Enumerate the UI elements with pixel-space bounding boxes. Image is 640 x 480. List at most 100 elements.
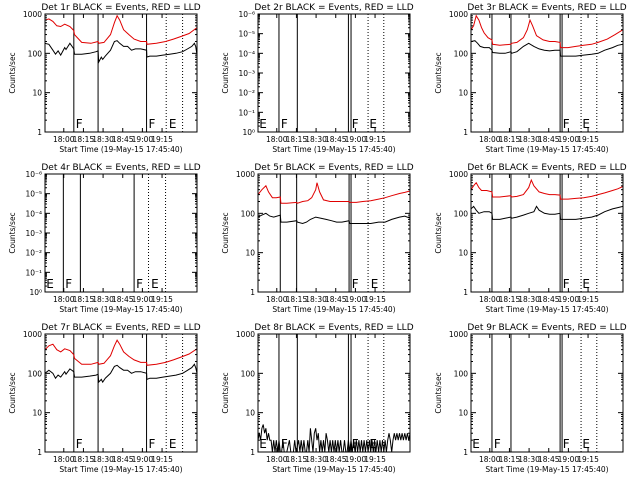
panel-title: Det 9r BLACK = Events, RED = LLD (467, 323, 626, 333)
x-axis-label: Start Time (19-May-15 17:45:40) (59, 305, 182, 314)
x-tick-label: 18:15 (286, 295, 308, 304)
y-tick-label: 10 (458, 89, 468, 98)
y-axis-label: Counts/sec (221, 52, 230, 93)
x-axis-label: Start Time (19-May-15 17:45:40) (272, 145, 395, 154)
events-series-line (258, 212, 410, 225)
event-flag-label: E (259, 437, 267, 451)
event-flag-label: F (76, 437, 83, 451)
y-tick-label: 10⁻¹ (25, 268, 42, 277)
plot-frame (44, 13, 198, 133)
y-tick-label: 10 (245, 409, 255, 418)
x-tick-label: 18:45 (112, 135, 134, 144)
x-tick-label: 18:00 (266, 135, 288, 144)
event-flag-label: F (149, 117, 156, 131)
plot-frame (470, 173, 624, 293)
plot-frame (257, 13, 411, 133)
y-tick-label: 100 (241, 209, 256, 218)
x-tick-label: 18:15 (73, 455, 95, 464)
events-series-line (471, 205, 623, 220)
event-flag-label: F (352, 277, 359, 291)
event-flag-label: E (169, 437, 177, 451)
y-tick-label: 1000 (23, 10, 42, 19)
panel-title: Det 8r BLACK = Events, RED = LLD (254, 323, 413, 333)
y-tick-label: 1 (250, 288, 255, 297)
lld-series-line (258, 182, 410, 204)
plot-frame (257, 333, 411, 453)
events-series-line (45, 40, 197, 64)
y-tick-label: 100 (28, 49, 43, 58)
x-tick-label: 18:15 (499, 295, 521, 304)
event-flag-label: E (582, 277, 590, 291)
event-flag-label: E (582, 117, 590, 131)
y-tick-label: 1 (37, 128, 42, 137)
event-flag-label: F (149, 437, 156, 451)
panel-title: Det 1r BLACK = Events, RED = LLD (41, 3, 200, 13)
plot-frame (470, 333, 624, 453)
x-tick-label: 19:15 (577, 295, 599, 304)
x-tick-label: 18:15 (286, 135, 308, 144)
y-tick-label: 10⁻³ (25, 229, 42, 238)
panel-title: Det 7r BLACK = Events, RED = LLD (41, 323, 200, 333)
y-tick-label: 10 (32, 89, 42, 98)
panel-title: Det 5r BLACK = Events, RED = LLD (254, 163, 413, 173)
x-tick-label: 18:30 (305, 295, 327, 304)
event-flag-label: E (472, 437, 480, 451)
x-tick-label: 19:00 (558, 455, 580, 464)
x-tick-label: 18:45 (325, 135, 347, 144)
y-tick-label: 10⁰ (29, 288, 42, 297)
event-flag-label: F (65, 277, 72, 291)
x-tick-label: 18:45 (538, 455, 560, 464)
x-tick-label: 18:45 (112, 295, 134, 304)
y-tick-label: 1 (463, 288, 468, 297)
x-tick-label: 19:15 (151, 135, 173, 144)
event-flag-label: F (563, 277, 570, 291)
y-tick-label: 10⁻³ (238, 69, 255, 78)
x-tick-label: 18:30 (518, 135, 540, 144)
x-tick-label: 19:00 (345, 135, 367, 144)
y-tick-label: 10 (458, 249, 468, 258)
y-tick-label: 1 (250, 448, 255, 457)
y-tick-label: 1000 (23, 330, 42, 339)
plot-frame (44, 333, 198, 453)
event-flag-label: F (352, 437, 359, 451)
y-tick-label: 10⁻⁶ (238, 10, 255, 19)
events-series-line (45, 363, 197, 384)
y-tick-label: 1000 (236, 170, 255, 179)
x-tick-label: 18:15 (73, 295, 95, 304)
x-tick-label: 19:15 (151, 295, 173, 304)
x-tick-label: 18:15 (499, 455, 521, 464)
x-tick-label: 19:00 (132, 295, 154, 304)
x-tick-label: 18:00 (479, 295, 501, 304)
x-tick-label: 18:30 (92, 455, 114, 464)
lld-series-line (45, 14, 197, 45)
x-axis-label: Start Time (19-May-15 17:45:40) (59, 145, 182, 154)
event-flag-label: F (281, 437, 288, 451)
x-tick-label: 18:45 (538, 295, 560, 304)
x-tick-label: 19:15 (364, 455, 386, 464)
lld-series-line (471, 178, 623, 200)
y-tick-label: 10⁻⁴ (25, 209, 42, 218)
panel-title: Det 2r BLACK = Events, RED = LLD (254, 3, 413, 13)
plot-frame (44, 173, 198, 293)
y-axis-label: Counts/sec (434, 372, 443, 413)
x-axis-label: Start Time (19-May-15 17:45:40) (485, 145, 608, 154)
event-flag-label: E (371, 277, 379, 291)
x-tick-label: 18:45 (325, 295, 347, 304)
event-flag-label: F (281, 117, 288, 131)
x-tick-label: 18:30 (518, 455, 540, 464)
x-tick-label: 19:00 (558, 295, 580, 304)
y-axis-label: Counts/sec (434, 52, 443, 93)
y-tick-label: 100 (241, 369, 256, 378)
y-tick-label: 10⁻⁵ (25, 190, 42, 199)
x-tick-label: 19:00 (558, 135, 580, 144)
y-axis-label: Counts/sec (434, 212, 443, 253)
